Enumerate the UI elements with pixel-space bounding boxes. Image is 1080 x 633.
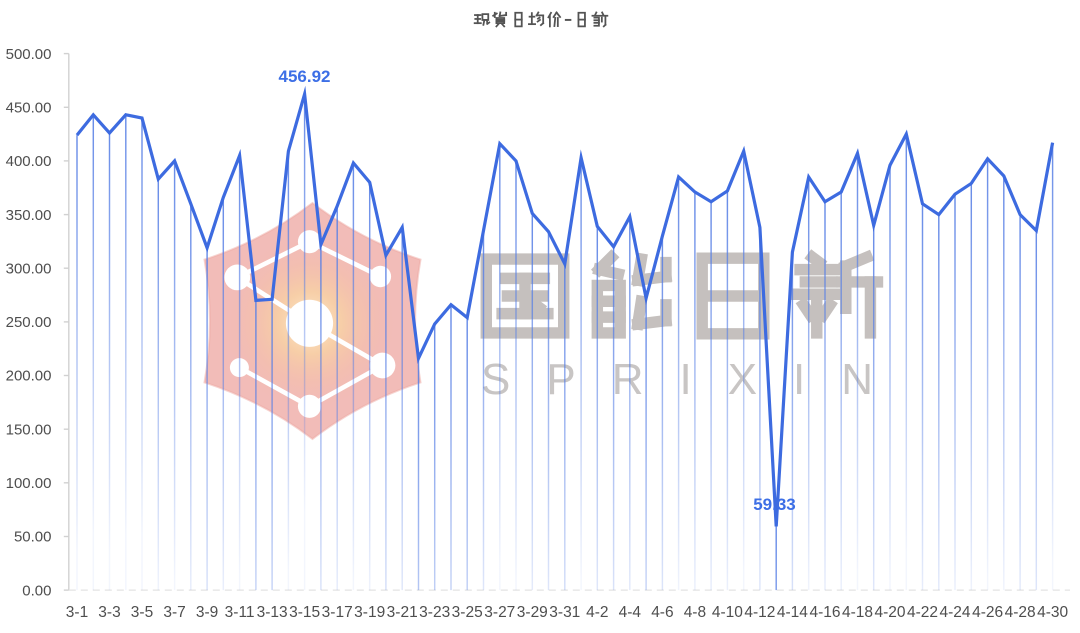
svg-text:3-15: 3-15 xyxy=(289,604,320,621)
svg-text:150.00: 150.00 xyxy=(6,421,52,438)
svg-text:4-18: 4-18 xyxy=(842,604,873,621)
svg-text:4-8: 4-8 xyxy=(684,604,706,621)
svg-text:4-26: 4-26 xyxy=(972,604,1003,621)
svg-text:3-3: 3-3 xyxy=(98,604,120,621)
svg-text:4-24: 4-24 xyxy=(939,604,970,621)
svg-text:SPRIXIN: SPRIXIN xyxy=(481,355,909,404)
svg-text:3-9: 3-9 xyxy=(196,604,218,621)
svg-text:3-19: 3-19 xyxy=(354,604,385,621)
svg-text:350.00: 350.00 xyxy=(6,207,52,224)
svg-text:4-14: 4-14 xyxy=(777,604,808,621)
svg-text:3-23: 3-23 xyxy=(419,604,450,621)
svg-text:4-22: 4-22 xyxy=(907,604,938,621)
svg-text:3-21: 3-21 xyxy=(387,604,418,621)
svg-text:4-2: 4-2 xyxy=(586,604,608,621)
svg-text:4-30: 4-30 xyxy=(1037,604,1068,621)
svg-text:3-5: 3-5 xyxy=(131,604,153,621)
svg-text:3-11: 3-11 xyxy=(225,604,255,621)
svg-text:3-29: 3-29 xyxy=(517,604,548,621)
svg-text:4-16: 4-16 xyxy=(809,604,840,621)
svg-text:300.00: 300.00 xyxy=(6,260,52,277)
svg-text:3-25: 3-25 xyxy=(452,604,483,621)
svg-text:100.00: 100.00 xyxy=(6,475,52,492)
svg-text:50.00: 50.00 xyxy=(14,529,52,546)
svg-text:250.00: 250.00 xyxy=(6,314,52,331)
svg-text:3-17: 3-17 xyxy=(322,604,353,621)
svg-text:400.00: 400.00 xyxy=(6,153,52,170)
svg-text:4-6: 4-6 xyxy=(651,604,673,621)
svg-text:3-7: 3-7 xyxy=(163,604,185,621)
svg-text:4-10: 4-10 xyxy=(712,604,743,621)
svg-text:3-1: 3-1 xyxy=(66,604,88,621)
svg-text:3-31: 3-31 xyxy=(549,604,580,621)
svg-text:3-27: 3-27 xyxy=(484,604,515,621)
svg-text:4-4: 4-4 xyxy=(619,604,642,621)
svg-text:4-20: 4-20 xyxy=(874,604,905,621)
svg-text:0.00: 0.00 xyxy=(22,582,51,599)
svg-text:456.92: 456.92 xyxy=(279,67,331,86)
svg-text:200.00: 200.00 xyxy=(6,368,52,385)
svg-text:59.33: 59.33 xyxy=(753,495,796,514)
svg-text:4-12: 4-12 xyxy=(744,604,775,621)
svg-text:3-13: 3-13 xyxy=(257,604,288,621)
svg-text:450.00: 450.00 xyxy=(6,100,52,117)
svg-text:500.00: 500.00 xyxy=(6,46,52,63)
svg-text:4-28: 4-28 xyxy=(1005,604,1036,621)
